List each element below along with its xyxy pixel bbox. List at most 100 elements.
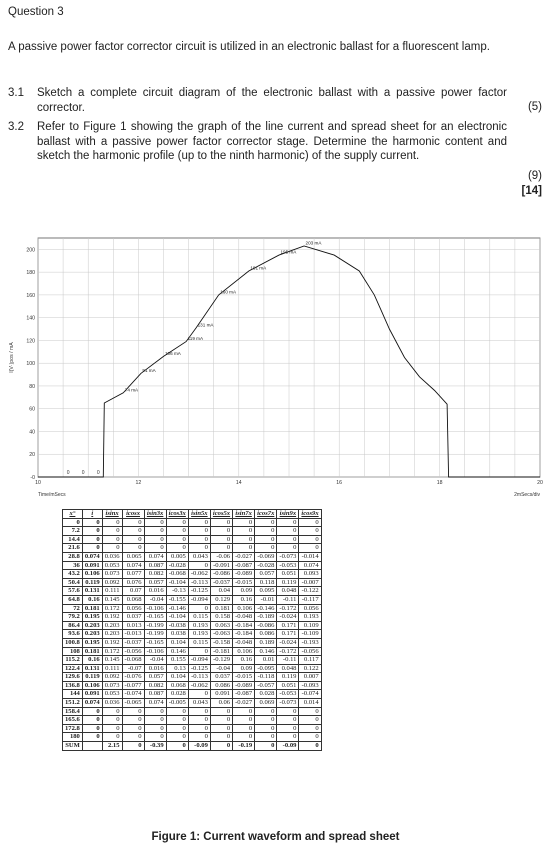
- table-column-header: icosx: [121, 509, 145, 519]
- table-cell: 0.068: [121, 594, 145, 605]
- table-cell: -0.027: [232, 698, 256, 708]
- table-row: 28.8 0.074 0.036 0.065 0.074 0.005 0.043 -0.06-…: [62, 551, 322, 562]
- table-cell: -0.118: [254, 672, 278, 682]
- table-cell: 0.095: [254, 586, 278, 596]
- table-column-header: isin7x: [232, 509, 256, 519]
- table-row: 115.2 0.16 0.145 -0.068 -0.04 0.155 -0.094 -0.1…: [62, 655, 322, 665]
- table-cell: -0.158: [209, 637, 234, 648]
- table-cell: 0: [298, 706, 322, 717]
- table-cell: 0.036: [101, 551, 123, 562]
- table-cell: -0.181: [209, 646, 234, 657]
- table-row: 64.8 0.16 0.145 0.068 -0.04 -0.155 -0.094 0.129…: [62, 594, 322, 605]
- table-cell: -0.165: [143, 612, 167, 622]
- table-row: 57.6 0.131 0.111 0.07 0.016 -0.13 -0.125 0.04 0.…: [62, 586, 322, 596]
- y-tick-label: 100: [26, 361, 35, 367]
- table-cell: 0.086: [254, 629, 278, 639]
- table-cell: 0: [276, 543, 300, 553]
- item-number: 3.1: [8, 87, 24, 99]
- table-cell: 0.119: [81, 577, 103, 588]
- table-cell: -0.172: [276, 646, 300, 657]
- table-cell: -0.068: [165, 569, 189, 579]
- table-cell: 0.037: [121, 612, 145, 622]
- table-cell: 0: [187, 723, 211, 734]
- table-cell: 108: [62, 646, 83, 657]
- table-cell: 72: [62, 603, 83, 614]
- table-cell: 0: [276, 715, 300, 725]
- table-cell: 0.077: [121, 569, 145, 579]
- table-cell: 0: [298, 543, 322, 553]
- x-tick-label: 12: [136, 480, 142, 486]
- table-cell: 0.106: [81, 569, 103, 579]
- table-cell: -0.199: [143, 620, 167, 631]
- table-cell: -0.057: [254, 680, 278, 691]
- table-row: 21.6 0 0 0 0 0 0 0 0 0 0 0: [62, 543, 322, 553]
- table-cell: 0.193: [187, 620, 211, 631]
- table-column-header: isinx: [101, 509, 123, 519]
- table-cell: 0.051: [276, 569, 300, 579]
- table-cell: 0.171: [276, 620, 300, 631]
- table-cell: -0.013: [121, 629, 145, 639]
- table-cell: 0: [232, 723, 256, 734]
- table-cell: -0.093: [298, 680, 322, 691]
- table-cell: -0.106: [143, 603, 167, 614]
- table-cell: 0.091: [81, 560, 103, 571]
- zero-marker-label: 0: [67, 470, 70, 476]
- table-cell: -0.024: [276, 637, 300, 648]
- table-cell: 0: [254, 715, 278, 725]
- table-cell: -0.39: [143, 741, 167, 751]
- table-cell: 0: [209, 741, 234, 751]
- table-cell: 79.2: [62, 612, 83, 622]
- table-row: 165.6 0 0 0 0 0 0 0 0 0 0 0: [62, 715, 322, 725]
- table-cell: 0: [187, 603, 211, 614]
- table-cell: -0.086: [209, 569, 234, 579]
- table-cell: -0.062: [187, 569, 211, 579]
- table-cell: 0.037: [209, 672, 234, 682]
- table-cell: 0.16: [232, 655, 256, 665]
- table-cell: 0.087: [143, 689, 167, 700]
- table-cell: [81, 741, 103, 751]
- table-cell: -0.027: [232, 551, 256, 562]
- table-cell: 0.091: [209, 689, 234, 700]
- table-row: 79.2 0.195 0.192 0.037 -0.165 -0.104 0.115 0.15…: [62, 612, 322, 622]
- table-cell: -0.063: [209, 629, 234, 639]
- table-cell: 0: [165, 534, 189, 545]
- x-axis-label: Time/mSecs: [38, 492, 66, 498]
- table-sum-row: SUM 2.15 0 -0.39 0 -0.09 0 -0.19 0 -0.09 0: [62, 741, 322, 751]
- table-cell: 0: [81, 543, 103, 553]
- data-label: 160 mA: [220, 289, 237, 294]
- table-cell: 0.074: [298, 560, 322, 571]
- y-tick-label: 120: [26, 338, 35, 344]
- table-cell: -0.086: [254, 620, 278, 631]
- table-cell: 0.131: [81, 586, 103, 596]
- table-cell: -0.199: [143, 629, 167, 639]
- table-cell: 165.6: [62, 715, 83, 725]
- table-cell: -0.028: [254, 560, 278, 571]
- data-label: 181 mA: [250, 266, 267, 271]
- table-cell: 0.106: [232, 646, 256, 657]
- table-cell: 0.111: [101, 663, 123, 674]
- table-cell: -0.007: [298, 577, 322, 588]
- table-cell: 28.8: [62, 551, 83, 562]
- table-cell: 0.117: [298, 655, 322, 665]
- table-cell: 0: [143, 517, 167, 528]
- table-cell: 0: [81, 732, 103, 743]
- table-cell: 0.092: [101, 577, 123, 588]
- table-row: 100.8 0.195 0.192 -0.037 -0.165 0.104 0.115 -0.…: [62, 637, 322, 648]
- table-cell: 0.203: [81, 629, 103, 639]
- table-cell: 0: [165, 526, 189, 536]
- data-label: 106 mA: [165, 351, 182, 356]
- table-cell: 0.189: [254, 637, 278, 648]
- table-row: 108 0.181 0.172 -0.056 -0.106 0.146 0 -0.181 0.1…: [62, 646, 322, 657]
- table-cell: -0.053: [276, 689, 300, 700]
- table-cell: -0.09: [187, 741, 211, 751]
- table-column-header: isin5x: [187, 509, 211, 519]
- table-cell: 0: [121, 723, 145, 734]
- table-cell: 0.16: [81, 594, 103, 605]
- table-cell: 0: [143, 732, 167, 743]
- table-cell: 0: [121, 732, 145, 743]
- table-cell: 0: [209, 723, 234, 734]
- table-cell: 0: [298, 732, 322, 743]
- x-tick-label: 16: [336, 480, 342, 486]
- x-tick-label: 20: [537, 480, 543, 486]
